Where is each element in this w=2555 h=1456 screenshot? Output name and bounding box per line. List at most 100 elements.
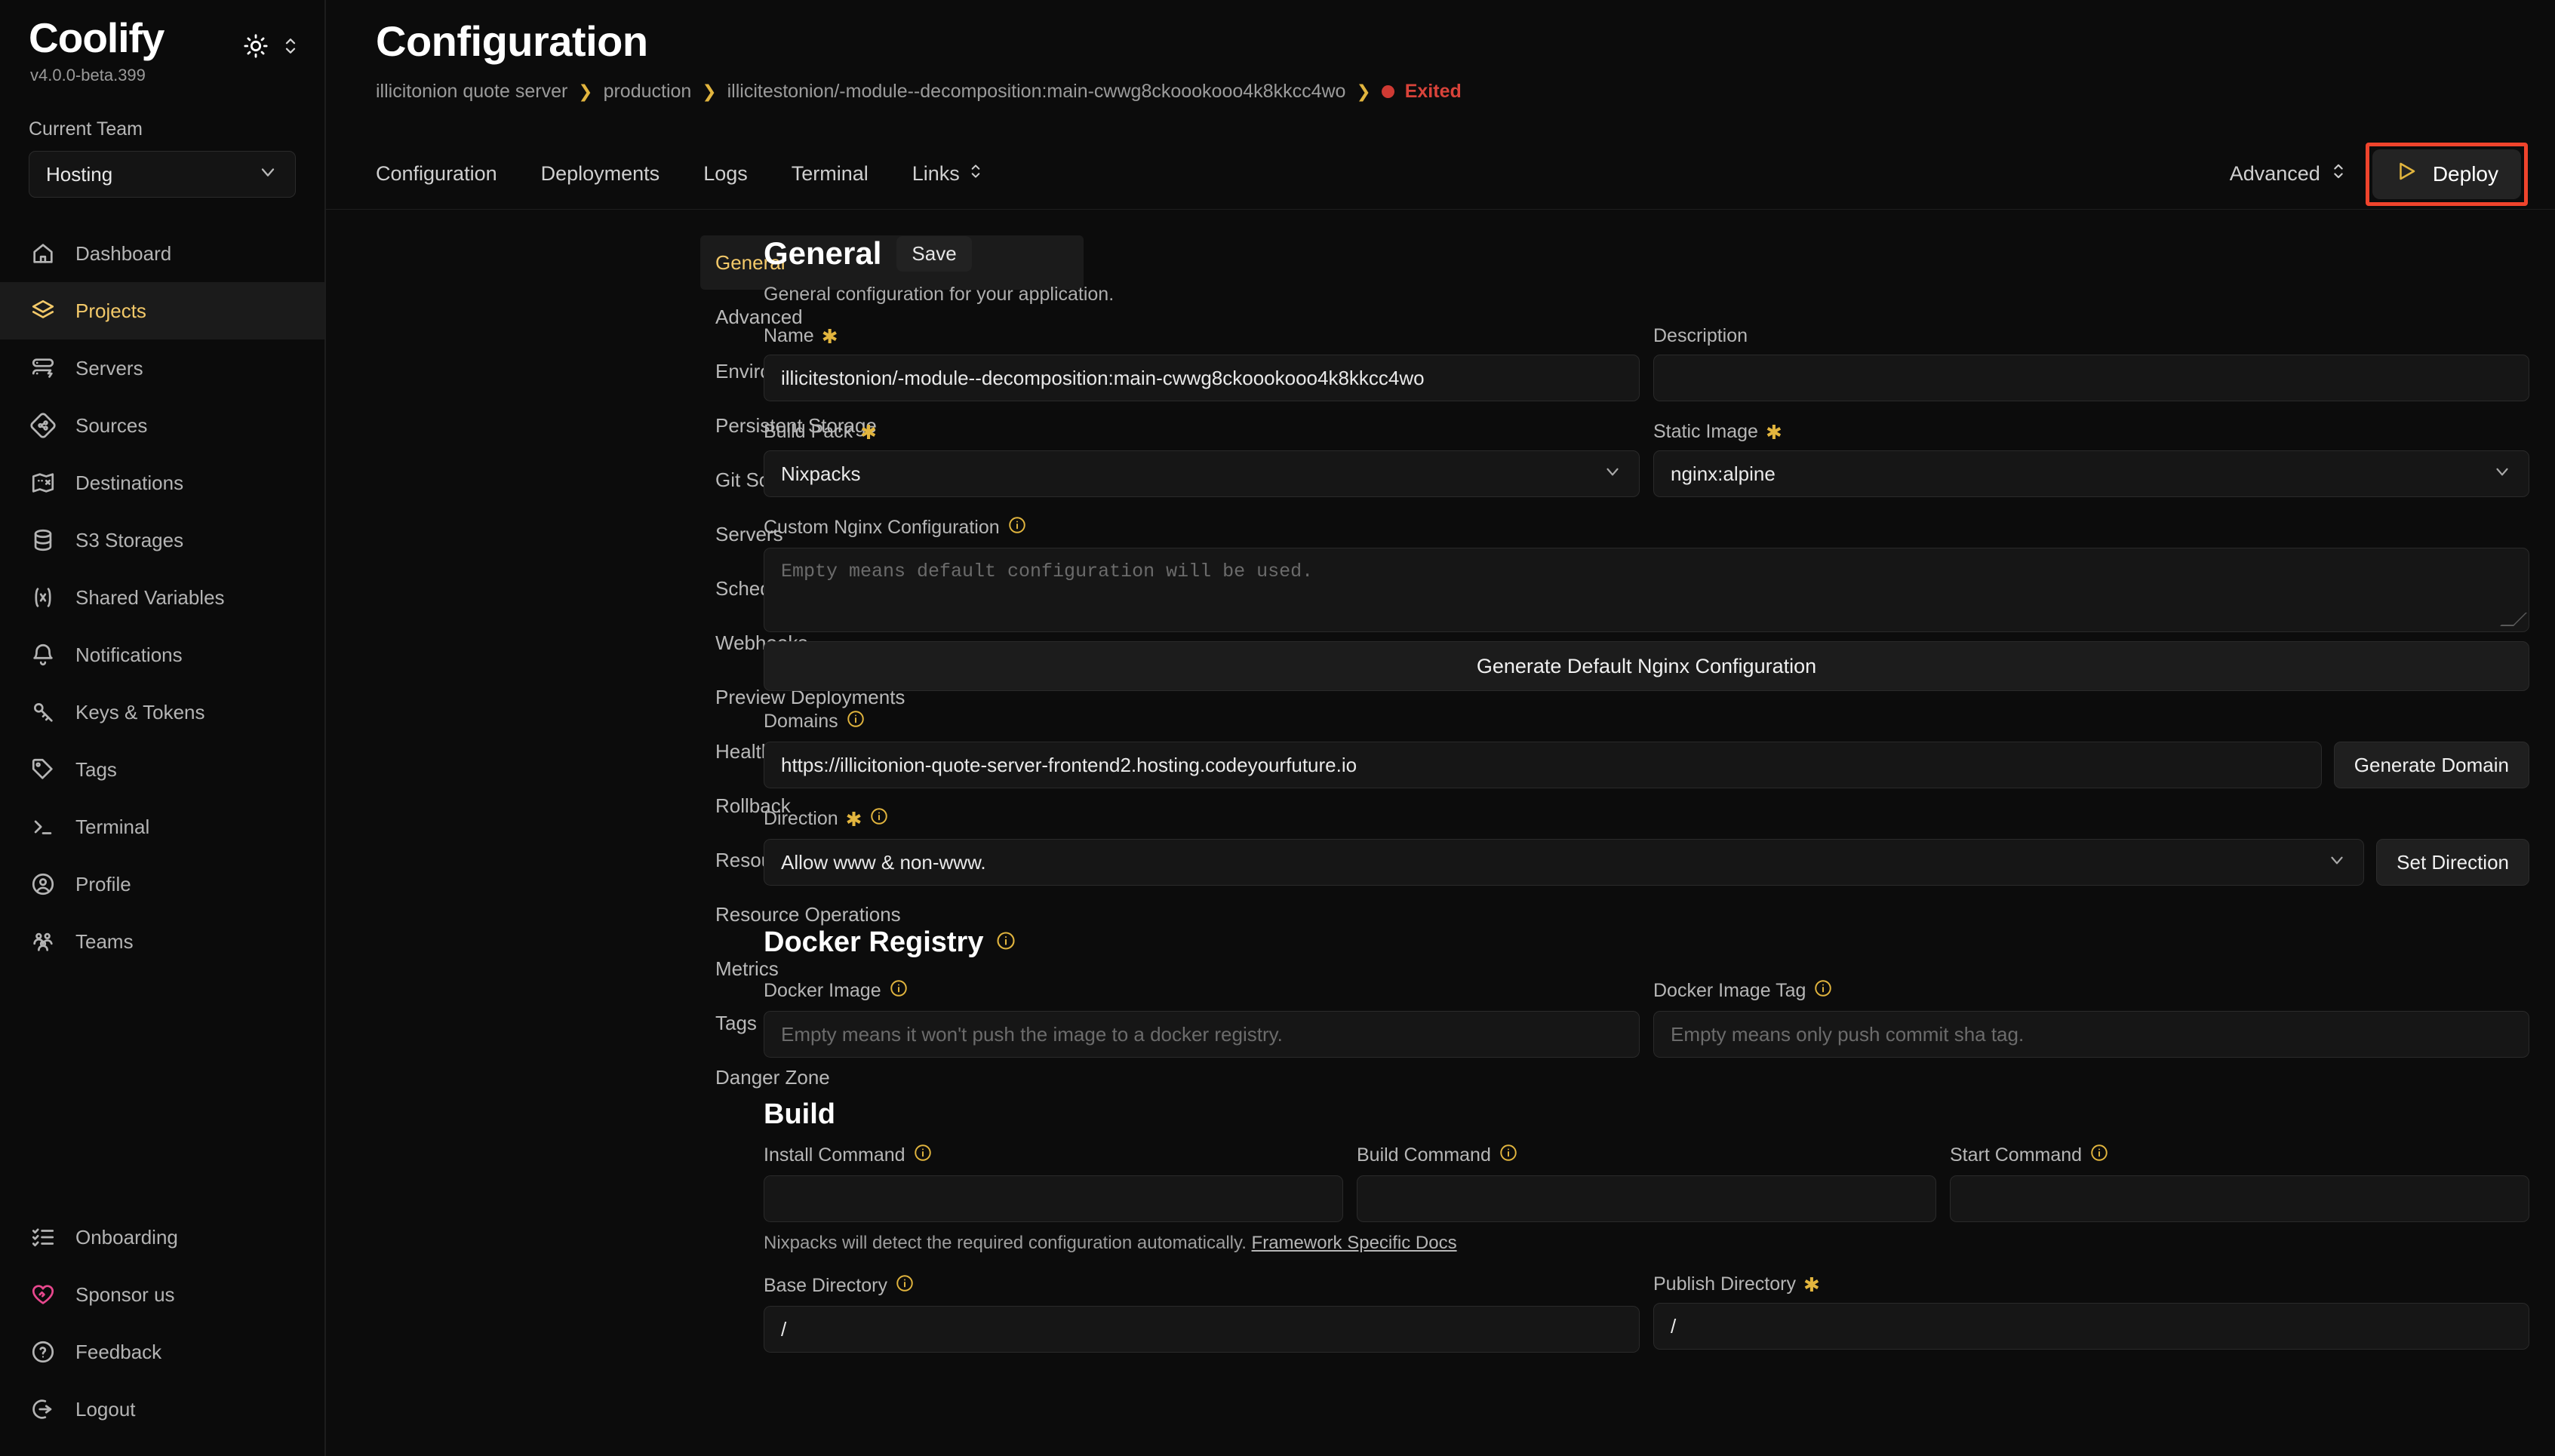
info-icon[interactable] bbox=[846, 709, 866, 734]
sidebar-item-profile[interactable]: Profile bbox=[0, 855, 324, 913]
settings-nav-item-tags[interactable]: Tags bbox=[700, 996, 1084, 1050]
generate-domain-button[interactable]: Generate Domain bbox=[2333, 742, 2529, 788]
start-command-group: Start Command bbox=[1950, 1143, 2529, 1222]
name-label: Name ✱ bbox=[764, 325, 1640, 347]
breadcrumb-item-project[interactable]: illicitonion quote server bbox=[376, 81, 568, 102]
tab-configuration[interactable]: Configuration bbox=[376, 162, 497, 186]
sidebar-item-dashboard[interactable]: Dashboard bbox=[0, 225, 324, 282]
server-icon bbox=[30, 355, 56, 381]
set-direction-button[interactable]: Set Direction bbox=[2376, 839, 2529, 886]
sidebar-item-feedback[interactable]: Feedback bbox=[0, 1323, 324, 1381]
docker-image-tag-input[interactable]: Empty means only push commit sha tag. bbox=[1653, 1011, 2529, 1058]
settings-nav-item-danger-zone[interactable]: Danger Zone bbox=[700, 1050, 1084, 1104]
start-command-input[interactable] bbox=[1950, 1175, 2529, 1222]
install-command-input[interactable] bbox=[764, 1175, 1343, 1222]
docker-registry-row: Docker Image Empty means it won't push t… bbox=[764, 978, 2529, 1058]
sidebar-item-tags[interactable]: Tags bbox=[0, 741, 324, 798]
sidebar-item-projects[interactable]: Projects bbox=[0, 282, 324, 339]
settings-nav-item-resource-operations[interactable]: Resource Operations bbox=[700, 887, 1084, 941]
info-icon[interactable] bbox=[895, 1273, 915, 1298]
domains-input[interactable]: https://illicitonion-quote-server-fronte… bbox=[764, 742, 2322, 788]
sidebar-item-sources[interactable]: Sources bbox=[0, 397, 324, 454]
sidebar-item-teams[interactable]: Teams bbox=[0, 913, 324, 970]
docker-image-input[interactable]: Empty means it won't push the image to a… bbox=[764, 1011, 1640, 1058]
advanced-dropdown[interactable]: Advanced bbox=[2230, 161, 2346, 187]
settings-nav-item-label: Tags bbox=[715, 1011, 757, 1034]
sidebar-item-label: S3 Storages bbox=[75, 528, 184, 551]
variable-icon bbox=[30, 585, 56, 610]
build-pack-select[interactable]: Nixpacks bbox=[764, 450, 1640, 497]
sidebar-item-s3-storages[interactable]: S3 Storages bbox=[0, 511, 324, 569]
sidebar-item-notifications[interactable]: Notifications bbox=[0, 626, 324, 683]
configuration-body: GeneralAdvancedEnvironment VariablesPers… bbox=[326, 210, 2555, 1353]
brand-version: v4.0.0-beta.399 bbox=[30, 66, 146, 84]
settings-nav-item-advanced[interactable]: Advanced bbox=[700, 290, 1084, 344]
settings-nav-item-general[interactable]: General bbox=[700, 235, 1084, 290]
sidebar-item-destinations[interactable]: Destinations bbox=[0, 454, 324, 511]
sidebar-item-servers[interactable]: Servers bbox=[0, 339, 324, 397]
breadcrumb-item-environment[interactable]: production bbox=[603, 81, 692, 102]
direction-label: Direction ✱ bbox=[764, 806, 2529, 831]
team-select[interactable]: Hosting bbox=[29, 151, 296, 198]
team-select-value: Hosting bbox=[46, 162, 113, 186]
tab-deployments[interactable]: Deployments bbox=[541, 162, 660, 186]
info-icon[interactable] bbox=[913, 1143, 933, 1168]
required-asterisk-icon: ✱ bbox=[1765, 420, 1782, 444]
custom-nginx-label: Custom Nginx Configuration bbox=[764, 515, 2529, 540]
description-label: Description bbox=[1653, 325, 2529, 347]
domains-group: Domains https://illicitonion-quote-serve… bbox=[764, 709, 2529, 788]
settings-nav-item-label: Rollback bbox=[715, 794, 791, 817]
name-input[interactable]: illicitestonion/-module--decomposition:m… bbox=[764, 355, 1640, 401]
info-icon[interactable] bbox=[995, 926, 1016, 959]
breadcrumb-item-resource[interactable]: illicitestonion/-module--decomposition:m… bbox=[727, 81, 1346, 102]
settings-nav-item-persistent-storage[interactable]: Persistent Storage bbox=[700, 398, 1084, 453]
chevron-up-down-icon[interactable] bbox=[282, 35, 299, 61]
build-command-label-text: Build Command bbox=[1357, 1144, 1491, 1166]
chevron-up-down-icon bbox=[2331, 161, 2346, 187]
tab-links[interactable]: Links bbox=[912, 161, 982, 186]
start-command-label-text: Start Command bbox=[1950, 1144, 2083, 1166]
sidebar-item-logout[interactable]: Logout bbox=[0, 1381, 324, 1438]
info-icon[interactable] bbox=[1813, 978, 1833, 1003]
docker-registry-heading-text: Docker Registry bbox=[764, 926, 984, 958]
description-input[interactable] bbox=[1653, 355, 2529, 401]
home-icon bbox=[30, 241, 56, 266]
build-command-input[interactable] bbox=[1357, 1175, 1936, 1222]
sidebar-item-label: Teams bbox=[75, 929, 134, 953]
publish-directory-label-text: Publish Directory bbox=[1653, 1273, 1796, 1295]
settings-nav-item-servers[interactable]: Servers bbox=[700, 507, 1084, 561]
static-image-group: Static Image ✱ nginx:alpine bbox=[1653, 421, 2529, 497]
deploy-button[interactable]: Deploy bbox=[2372, 149, 2521, 199]
sun-icon[interactable] bbox=[243, 33, 269, 63]
static-image-select[interactable]: nginx:alpine bbox=[1653, 450, 2529, 497]
tab-label: Terminal bbox=[791, 162, 869, 185]
custom-nginx-textarea[interactable]: Empty means default configuration will b… bbox=[764, 548, 2529, 632]
tab-terminal[interactable]: Terminal bbox=[792, 162, 869, 186]
status-badge: Exited bbox=[1404, 81, 1462, 102]
tag-icon bbox=[30, 757, 56, 782]
info-icon[interactable] bbox=[1499, 1143, 1518, 1168]
terminal-icon bbox=[30, 814, 56, 840]
settings-nav-item-metrics[interactable]: Metrics bbox=[700, 941, 1084, 996]
info-icon[interactable] bbox=[1007, 515, 1027, 540]
required-asterisk-icon: ✱ bbox=[860, 420, 877, 444]
install-command-label: Install Command bbox=[764, 1143, 1343, 1168]
framework-specific-docs-link[interactable]: Framework Specific Docs bbox=[1251, 1233, 1457, 1253]
sidebar-item-keys-tokens[interactable]: Keys & Tokens bbox=[0, 683, 324, 741]
base-directory-input[interactable]: / bbox=[764, 1306, 1640, 1353]
direction-select[interactable]: Allow www & non-www. bbox=[764, 839, 2365, 886]
save-button[interactable]: Save bbox=[896, 235, 972, 272]
sidebar-item-terminal[interactable]: Terminal bbox=[0, 798, 324, 855]
sidebar-item-onboarding[interactable]: Onboarding bbox=[0, 1209, 324, 1266]
info-icon[interactable] bbox=[2089, 1143, 2109, 1168]
publish-directory-input[interactable]: / bbox=[1653, 1303, 2529, 1350]
tab-logs[interactable]: Logs bbox=[703, 162, 748, 186]
sidebar-item-sponsor-us[interactable]: Sponsor us bbox=[0, 1266, 324, 1323]
info-icon[interactable] bbox=[869, 806, 889, 831]
info-icon[interactable] bbox=[889, 978, 909, 1003]
settings-nav-item-rollback[interactable]: Rollback bbox=[700, 779, 1084, 833]
docker-image-tag-label: Docker Image Tag bbox=[1653, 978, 2529, 1003]
settings-nav-item-label: Advanced bbox=[715, 305, 803, 328]
sidebar-item-shared-variables[interactable]: Shared Variables bbox=[0, 569, 324, 626]
generate-default-nginx-config-button[interactable]: Generate Default Nginx Configuration bbox=[764, 641, 2529, 691]
